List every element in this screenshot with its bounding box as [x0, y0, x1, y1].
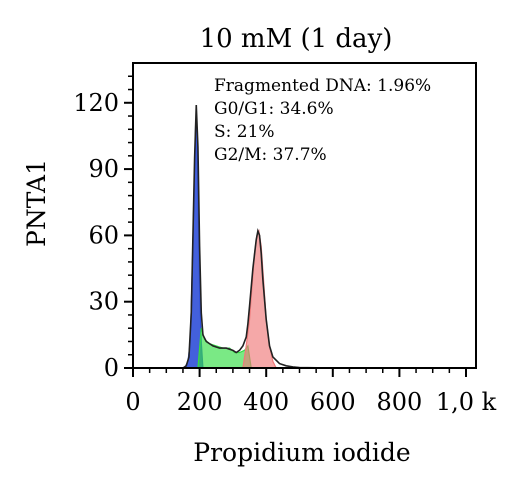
y-tick-label: 90 [88, 155, 119, 183]
x-tick-label: 800 [377, 388, 423, 416]
x-tick-label: 400 [243, 388, 289, 416]
y-tick-label: 60 [88, 221, 119, 249]
y-tick-label: 120 [73, 89, 119, 117]
x-axis: 0 200 400 600 800 1,0 k [125, 368, 497, 416]
x-tick-label: 0 [125, 388, 140, 416]
phase-percentage: G0/G1: 34.6% [214, 99, 334, 119]
x-tick-label: 200 [177, 388, 223, 416]
x-axis-label: Propidium iodide [193, 438, 410, 467]
histogram-line [182, 104, 467, 369]
phase-percentage: Fragmented DNA: 1.96% [214, 76, 431, 96]
plot-area [132, 62, 477, 369]
x-tick-label: 1,0 k [436, 388, 497, 416]
fill-g2-m [242, 228, 277, 369]
phase-percentages: Fragmented DNA: 1.96% G0/G1: 34.6% S: 21% G… [214, 76, 431, 165]
y-axis: 0 30 60 90 120 [73, 75, 133, 382]
phase-percentage: S: 21% [214, 122, 275, 142]
plot-frame [132, 62, 477, 369]
x-tick-label: 600 [310, 388, 356, 416]
chart-title: 10 mM (1 day) [200, 24, 393, 54]
y-axis-label: PNTA1 [22, 159, 51, 247]
phase-percentage: G2/M: 37.7% [214, 145, 327, 165]
y-tick-label: 30 [88, 288, 119, 316]
y-tick-label: 0 [104, 354, 119, 382]
